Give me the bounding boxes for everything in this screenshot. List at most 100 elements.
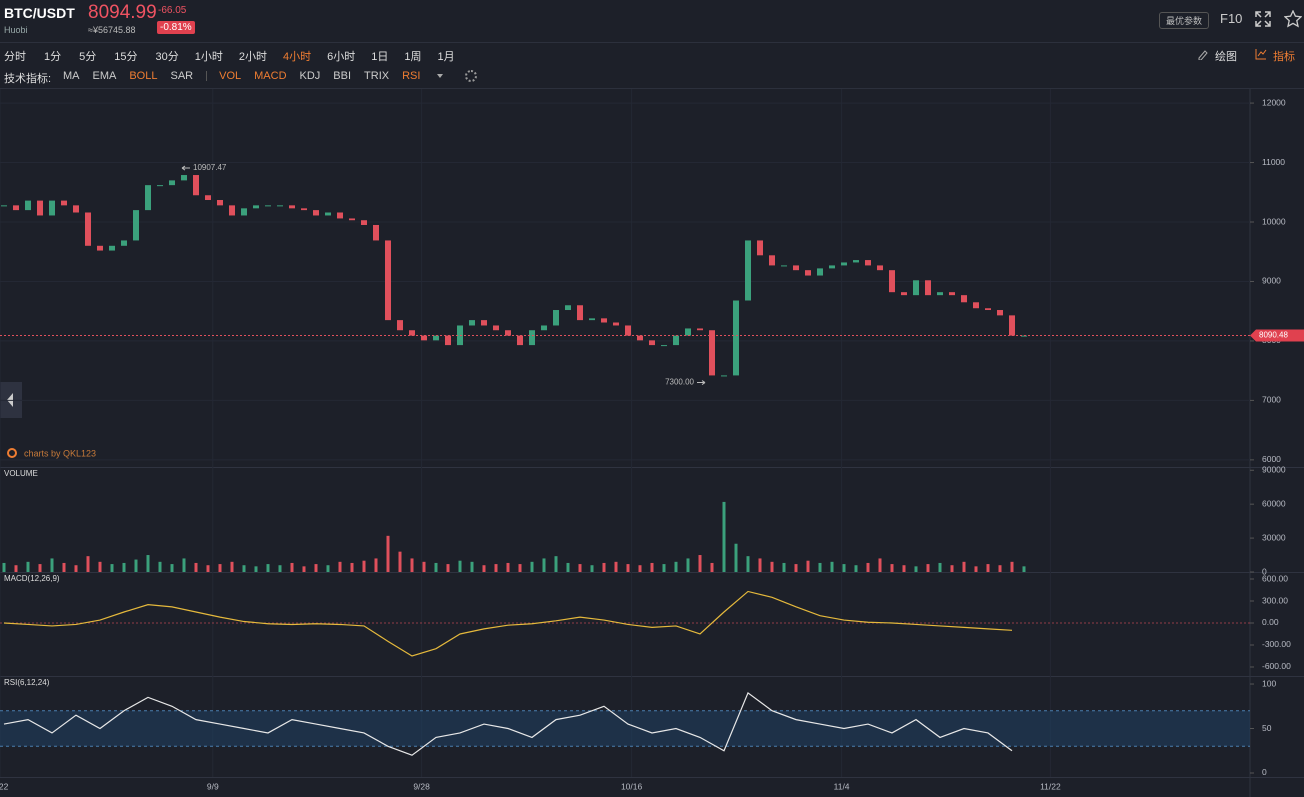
y-tick-label: 100 <box>1262 678 1276 688</box>
candle <box>493 325 499 331</box>
dropdown-caret[interactable] <box>437 74 444 78</box>
candle <box>229 205 235 216</box>
period-button[interactable]: 6小时 <box>327 51 356 63</box>
period-button[interactable]: 2小时 <box>238 51 267 63</box>
volume-bar <box>722 501 726 572</box>
candle <box>193 175 199 196</box>
indicator-button[interactable]: VOL <box>219 70 242 82</box>
candle <box>289 205 295 209</box>
volume-bar <box>206 565 210 572</box>
volume-bar <box>974 566 978 572</box>
annotation-arrow <box>697 380 706 385</box>
candle <box>361 220 367 225</box>
watermark-logo <box>7 448 17 458</box>
indicator-button[interactable]: EMA <box>92 70 117 82</box>
indicator-button[interactable]: BBI <box>333 70 352 82</box>
volume-bar <box>950 565 954 572</box>
f10-button[interactable]: F10 <box>1220 11 1243 26</box>
candle <box>661 345 667 347</box>
volume-bar <box>374 558 378 572</box>
volume-bar <box>446 564 450 572</box>
candle <box>601 318 607 323</box>
period-button[interactable]: 分时 <box>4 51 26 63</box>
volume-bar <box>14 565 18 572</box>
period-button[interactable]: 4小时 <box>283 51 312 63</box>
y-tick-label: 50 <box>1262 723 1272 733</box>
last-price-tag <box>1250 329 1304 342</box>
period-button[interactable]: 1日 <box>371 51 389 63</box>
indicator-button[interactable]: TRIX <box>364 70 390 82</box>
candle <box>49 200 55 216</box>
volume-bar <box>962 561 966 572</box>
volume-bar <box>554 556 558 572</box>
volume-bar <box>2 562 6 572</box>
rsi-band <box>0 710 1250 747</box>
settings-button[interactable] <box>465 70 478 82</box>
low-annotation: 7300.00 <box>665 378 694 387</box>
volume-bar <box>98 561 102 572</box>
x-tick-label: 8/22 <box>0 781 9 791</box>
period-button[interactable]: 15分 <box>114 51 138 63</box>
x-tick-label: 11/22 <box>1040 781 1061 791</box>
change-pct: -0.81% <box>157 21 195 34</box>
candle <box>673 335 679 346</box>
params-button[interactable]: 最优参数 <box>1159 12 1210 29</box>
candle <box>913 280 919 296</box>
period-button[interactable]: 1月 <box>437 51 455 63</box>
indicator-button[interactable]: BOLL <box>129 70 158 82</box>
volume-bar <box>338 561 342 572</box>
volume-bar <box>434 562 438 572</box>
period-button[interactable]: 30分 <box>155 51 179 63</box>
indicator-button[interactable]: SAR <box>170 70 194 82</box>
indicator-button[interactable]: RSI <box>402 70 421 82</box>
volume-bar <box>194 562 198 572</box>
volume-bar <box>38 564 42 572</box>
indicator-button[interactable]: KDJ <box>299 70 321 82</box>
period-button[interactable]: 1小时 <box>194 51 223 63</box>
candle <box>769 255 775 266</box>
separator <box>206 71 208 81</box>
candle <box>901 292 907 296</box>
volume-bar <box>230 561 234 572</box>
volume-bar <box>542 558 546 572</box>
indicator-button[interactable]: MA <box>63 70 80 82</box>
volume-bar <box>146 555 150 572</box>
candle <box>961 295 967 303</box>
exchange: Huobi <box>4 25 28 35</box>
indicator-tool[interactable]: 指标 <box>1273 51 1295 63</box>
change: -66.05 <box>158 5 187 16</box>
candle <box>169 180 175 186</box>
volume-bar <box>578 564 582 572</box>
volume-bar <box>794 564 798 572</box>
favorite-button[interactable] <box>1284 10 1302 28</box>
candle <box>553 310 559 326</box>
candle <box>985 308 991 311</box>
period-button[interactable]: 1分 <box>44 51 62 63</box>
candle <box>217 200 223 206</box>
candle <box>973 302 979 309</box>
candle <box>181 175 187 181</box>
volume-bar <box>26 561 30 572</box>
period-button[interactable]: 1周 <box>404 51 422 63</box>
x-tick-label: 9/9 <box>207 781 219 791</box>
candle <box>445 335 451 346</box>
volume-bar <box>734 543 738 572</box>
volume-bar <box>470 561 474 572</box>
volume-bar <box>626 564 630 572</box>
volume-bar <box>842 564 846 572</box>
y-tick-label: 30000 <box>1262 532 1286 542</box>
draw-icon <box>1198 50 1208 60</box>
candle <box>541 325 547 331</box>
draw-tool[interactable]: 绘图 <box>1215 51 1237 63</box>
x-tick-label: 11/4 <box>834 781 850 791</box>
period-button[interactable]: 5分 <box>79 51 97 63</box>
fullscreen-button[interactable] <box>1255 11 1271 27</box>
candle <box>349 218 355 221</box>
y-tick-label: -300.00 <box>1262 639 1291 649</box>
volume-bar <box>890 564 894 572</box>
volume-bar <box>266 564 270 572</box>
candle <box>481 320 487 326</box>
candle <box>841 262 847 266</box>
indicator-button[interactable]: MACD <box>254 70 287 82</box>
